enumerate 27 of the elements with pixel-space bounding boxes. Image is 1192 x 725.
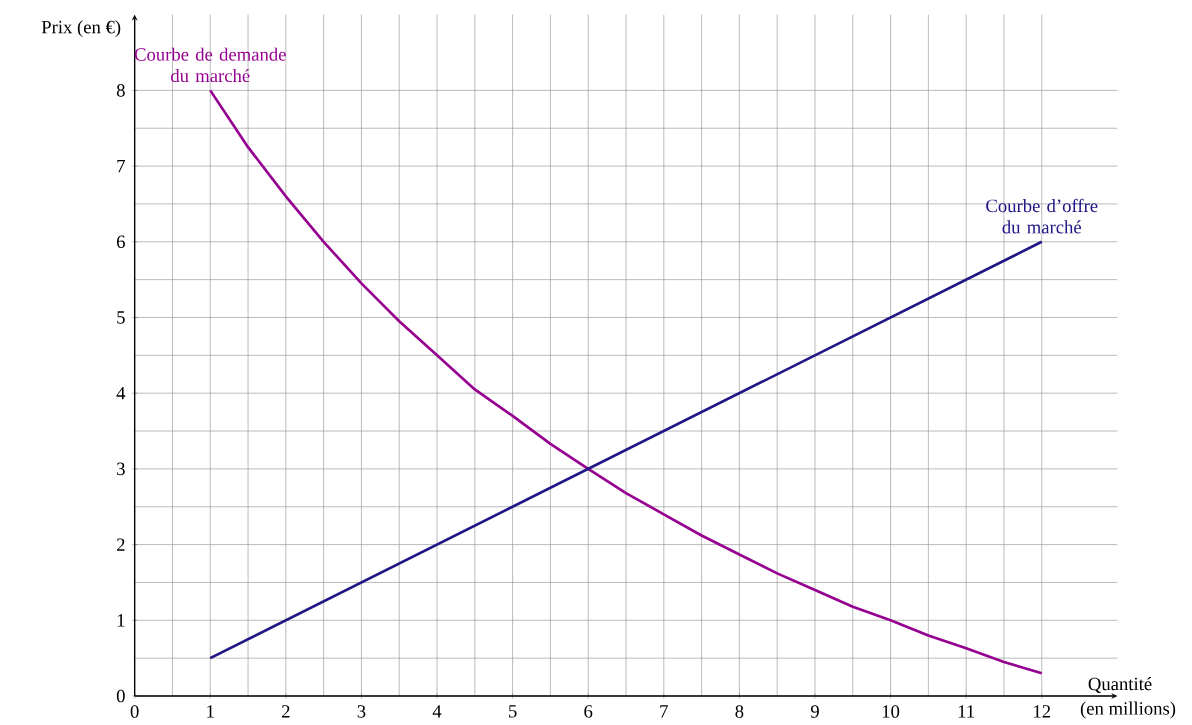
- y-tick-label: 6: [116, 235, 125, 249]
- y-tick-label: 1: [117, 614, 125, 627]
- y-tick-label: 3: [117, 462, 125, 476]
- series-label: Courbe de demande du marché: [134, 47, 286, 83]
- text: (en millions): [1080, 701, 1176, 719]
- x-tick-label: 6: [584, 705, 593, 718]
- y-tick-label: 4: [116, 387, 126, 400]
- y-tick-label: 0: [116, 689, 125, 703]
- x-tick-label: 8: [735, 705, 744, 718]
- y-tick-label: 7: [117, 159, 125, 173]
- x-tick-label: 0: [130, 705, 139, 718]
- x-tick-label: 4: [432, 705, 442, 718]
- x-tick-label: 12: [1034, 705, 1051, 718]
- x-tick-label: 3: [357, 705, 366, 718]
- y-tick-label: 2: [116, 538, 125, 551]
- x-tick-label: 10: [882, 705, 900, 718]
- x-tick-label: 1: [207, 705, 214, 718]
- series-label: Courbe d’offre du marché: [986, 198, 1098, 234]
- x-tick-label: 9: [810, 705, 819, 718]
- x-axis-title: Quantité: [1088, 677, 1152, 694]
- y-axis-title: Prix (en €): [41, 20, 121, 38]
- x-tick-label: 5: [509, 705, 517, 718]
- y-tick-label: 5: [117, 311, 125, 324]
- x-tick-label: 7: [660, 705, 668, 718]
- y-tick-label: 8: [116, 84, 125, 97]
- x-tick-label: 11: [958, 705, 975, 718]
- x-tick-label: 2: [281, 705, 290, 718]
